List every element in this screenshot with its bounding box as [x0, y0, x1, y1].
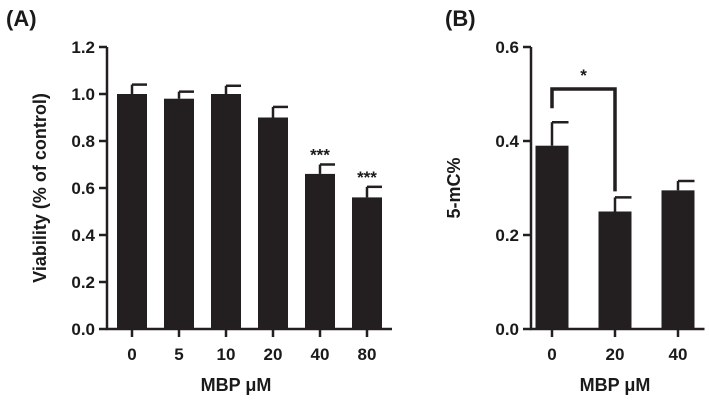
bar — [352, 197, 382, 329]
y-tick-label: 0.2 — [71, 273, 95, 292]
y-tick-label: 1.0 — [71, 85, 95, 104]
bar — [211, 94, 241, 329]
panel-label: (A) — [6, 6, 37, 31]
y-tick-label: 0.6 — [71, 179, 95, 198]
x-tick-label: 10 — [217, 345, 236, 364]
y-tick-label: 0.8 — [71, 132, 95, 151]
y-tick-label: 0.0 — [71, 320, 95, 339]
bar — [117, 94, 147, 329]
y-tick-label: 0.0 — [495, 320, 519, 339]
y-tick-label: 0.6 — [495, 38, 519, 57]
y-axis-title: 5-mC% — [444, 157, 464, 218]
x-tick-label: 80 — [358, 345, 377, 364]
x-tick-label: 40 — [311, 345, 330, 364]
x-tick-label: 20 — [606, 345, 625, 364]
significance-label: *** — [310, 146, 330, 165]
y-tick-label: 0.2 — [495, 226, 519, 245]
x-tick-label: 20 — [264, 345, 283, 364]
x-tick-label: 5 — [174, 345, 183, 364]
x-tick-label: 0 — [127, 345, 136, 364]
chart-panel-b: (B) 0.0 0.2 0.4 0.6 0 20 40 * MBP μM 5-mC% — [444, 6, 705, 395]
bar — [535, 145, 569, 329]
chart-panel-a: (A) 0.0 0.2 0.4 0.6 0.8 1.0 1.2 0 5 10 20 40 *** 80 ***… — [6, 6, 392, 395]
significance-bracket — [550, 87, 617, 192]
significance-label: * — [580, 66, 587, 85]
x-tick-label: 40 — [669, 345, 688, 364]
y-tick-label: 0.4 — [71, 226, 95, 245]
y-tick-label: 1.2 — [71, 38, 95, 57]
bar — [258, 117, 288, 329]
bar — [164, 98, 194, 329]
y-axis-title: Viability (% of control) — [30, 93, 50, 283]
bar — [661, 190, 695, 329]
bar — [305, 173, 335, 329]
y-tick-label: 0.4 — [495, 132, 519, 151]
x-tick-label: 0 — [547, 345, 556, 364]
bar — [598, 211, 632, 329]
x-axis-title: MBP μM — [201, 375, 272, 395]
x-axis-title: MBP μM — [580, 375, 651, 395]
significance-label: *** — [357, 168, 377, 187]
panel-label: (B) — [445, 6, 476, 31]
